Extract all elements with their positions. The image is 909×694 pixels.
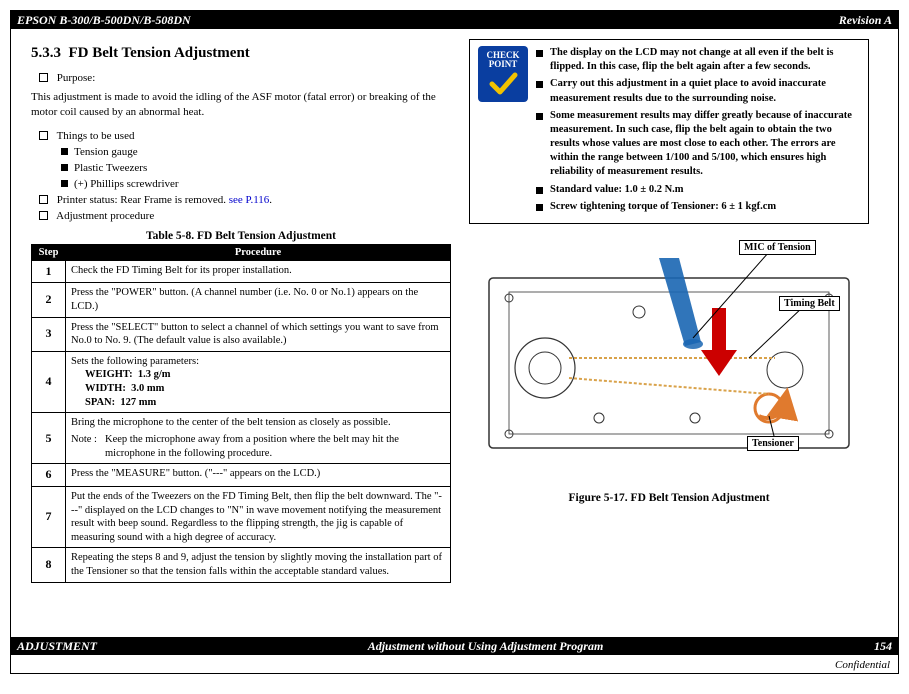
callout-mic: MIC of Tension: [739, 240, 816, 255]
checkbox-icon: [39, 131, 48, 140]
col-procedure: Procedure: [66, 244, 451, 260]
step-cell: 6: [32, 464, 66, 487]
step-cell: 5: [32, 413, 66, 464]
checkbox-icon: [39, 211, 48, 220]
checkpoint-text: Carry out this adjustment in a quiet pla…: [550, 77, 860, 105]
adj-proc-row: Adjustment procedure: [39, 210, 451, 222]
table-caption: Table 5-8. FD Belt Tension Adjustment: [31, 230, 451, 242]
procedure-table: Step Procedure 1Check the FD Timing Belt…: [31, 244, 451, 583]
bullet-icon: [536, 187, 543, 194]
section-title: 5.3.3 FD Belt Tension Adjustment: [31, 45, 451, 62]
procedure-cell: Press the "SELECT" button to select a ch…: [66, 317, 451, 351]
header-bar: EPSON B-300/B-500DN/B-508DN Revision A: [11, 11, 898, 29]
table-header-row: Step Procedure: [32, 244, 451, 260]
bullet-icon: [61, 180, 68, 187]
table-row: 3Press the "SELECT" button to select a c…: [32, 317, 451, 351]
bullet-icon: [536, 204, 543, 211]
checkpoint-box: CHECK POINT The display on the LCD may n…: [469, 39, 869, 224]
procedure-cell: Put the ends of the Tweezers on the FD T…: [66, 486, 451, 548]
adj-proc-label: Adjustment procedure: [56, 210, 154, 222]
step-cell: 1: [32, 260, 66, 283]
col-step: Step: [32, 244, 66, 260]
bullet-icon: [61, 148, 68, 155]
right-column: CHECK POINT The display on the LCD may n…: [469, 39, 869, 583]
checkpoint-list: The display on the LCD may not change at…: [536, 46, 860, 217]
checkpoint-text: Screw tightening torque of Tensioner: 6 …: [550, 200, 776, 214]
checkpoint-item: The display on the LCD may not change at…: [536, 46, 860, 74]
callout-tensioner: Tensioner: [747, 436, 799, 451]
table-row: 5Bring the microphone to the center of t…: [32, 413, 451, 464]
bullet-icon: [536, 81, 543, 88]
step-cell: 8: [32, 548, 66, 582]
bullet-icon: [61, 164, 68, 171]
table-row: 4Sets the following parameters:WEIGHT: 1…: [32, 351, 451, 413]
procedure-cell: Sets the following parameters:WEIGHT: 1.…: [66, 351, 451, 413]
header-left: EPSON B-300/B-500DN/B-508DN: [17, 13, 191, 28]
checkmark-icon: [488, 71, 518, 97]
purpose-text: This adjustment is made to avoid the idl…: [31, 90, 451, 120]
figure-caption: Figure 5-17. FD Belt Tension Adjustment: [469, 492, 869, 504]
diagram: MIC of Tension Timing Belt Tensioner: [469, 238, 869, 488]
checkbox-icon: [39, 195, 48, 204]
checkpoint-item: Screw tightening torque of Tensioner: 6 …: [536, 200, 860, 214]
checkbox-icon: [39, 73, 48, 82]
step-cell: 2: [32, 283, 66, 317]
list-item: Plastic Tweezers: [39, 162, 451, 174]
list-item-label: (+) Phillips screwdriver: [74, 178, 179, 190]
procedure-cell: Press the "POWER" button. (A channel num…: [66, 283, 451, 317]
step-cell: 4: [32, 351, 66, 413]
checkpoint-item: Carry out this adjustment in a quiet pla…: [536, 77, 860, 105]
section-number: 5.3.3: [31, 45, 61, 61]
procedure-cell: Bring the microphone to the center of th…: [66, 413, 451, 464]
procedure-cell: Press the "MEASURE" button. ("---" appea…: [66, 464, 451, 487]
purpose-label: Purpose:: [57, 72, 96, 84]
procedure-cell: Check the FD Timing Belt for its proper …: [66, 260, 451, 283]
things-list: Tension gauge Plastic Tweezers (+) Phillip…: [31, 146, 451, 190]
procedure-cell: Repeating the steps 8 and 9, adjust the …: [66, 548, 451, 582]
footer-left: ADJUSTMENT: [17, 639, 97, 654]
printer-status-suffix: .: [269, 194, 272, 206]
checkpoint-text: The display on the LCD may not change at…: [550, 46, 860, 74]
callout-belt: Timing Belt: [779, 296, 840, 311]
step-cell: 3: [32, 317, 66, 351]
list-item-label: Plastic Tweezers: [74, 162, 147, 174]
checkpoint-item: Standard value: 1.0 ± 0.2 N.m: [536, 183, 860, 197]
things-label: Things to be used: [57, 130, 135, 142]
checkpoint-text: Some measurement results may differ grea…: [550, 109, 860, 180]
purpose-row: Purpose:: [39, 72, 451, 84]
printer-status-text: Printer status: Rear Frame is removed.: [57, 194, 229, 206]
bullet-icon: [536, 113, 543, 120]
section-title-text: FD Belt Tension Adjustment: [69, 45, 250, 61]
table-row: 8Repeating the steps 8 and 9, adjust the…: [32, 548, 451, 582]
checkpoint-badge: CHECK POINT: [478, 46, 528, 102]
list-item: Tension gauge: [39, 146, 451, 158]
printer-status-link[interactable]: see P.116: [229, 194, 270, 206]
bullet-icon: [536, 50, 543, 57]
checkpoint-text: Standard value: 1.0 ± 0.2 N.m: [550, 183, 684, 197]
footer-bar: ADJUSTMENT Adjustment without Using Adju…: [11, 637, 898, 655]
things-row: Things to be used: [39, 130, 451, 142]
header-right: Revision A: [839, 13, 892, 28]
table-row: 6Press the "MEASURE" button. ("---" appe…: [32, 464, 451, 487]
left-column: 5.3.3 FD Belt Tension Adjustment Purpose…: [31, 39, 451, 583]
confidential: Confidential: [835, 659, 890, 671]
content-area: 5.3.3 FD Belt Tension Adjustment Purpose…: [11, 29, 898, 583]
step-cell: 7: [32, 486, 66, 548]
table-row: 1Check the FD Timing Belt for its proper…: [32, 260, 451, 283]
checkpoint-item: Some measurement results may differ grea…: [536, 109, 860, 180]
list-item: (+) Phillips screwdriver: [39, 178, 451, 190]
diagram-svg: [469, 238, 869, 488]
footer-center: Adjustment without Using Adjustment Prog…: [368, 639, 604, 654]
list-item-label: Tension gauge: [74, 146, 138, 158]
printer-status-row: Printer status: Rear Frame is removed. s…: [39, 194, 451, 206]
page-frame: EPSON B-300/B-500DN/B-508DN Revision A 5…: [10, 10, 899, 674]
table-row: 7Put the ends of the Tweezers on the FD …: [32, 486, 451, 548]
table-row: 2Press the "POWER" button. (A channel nu…: [32, 283, 451, 317]
badge-bottom: POINT: [489, 60, 518, 69]
footer-right: 154: [874, 639, 892, 654]
